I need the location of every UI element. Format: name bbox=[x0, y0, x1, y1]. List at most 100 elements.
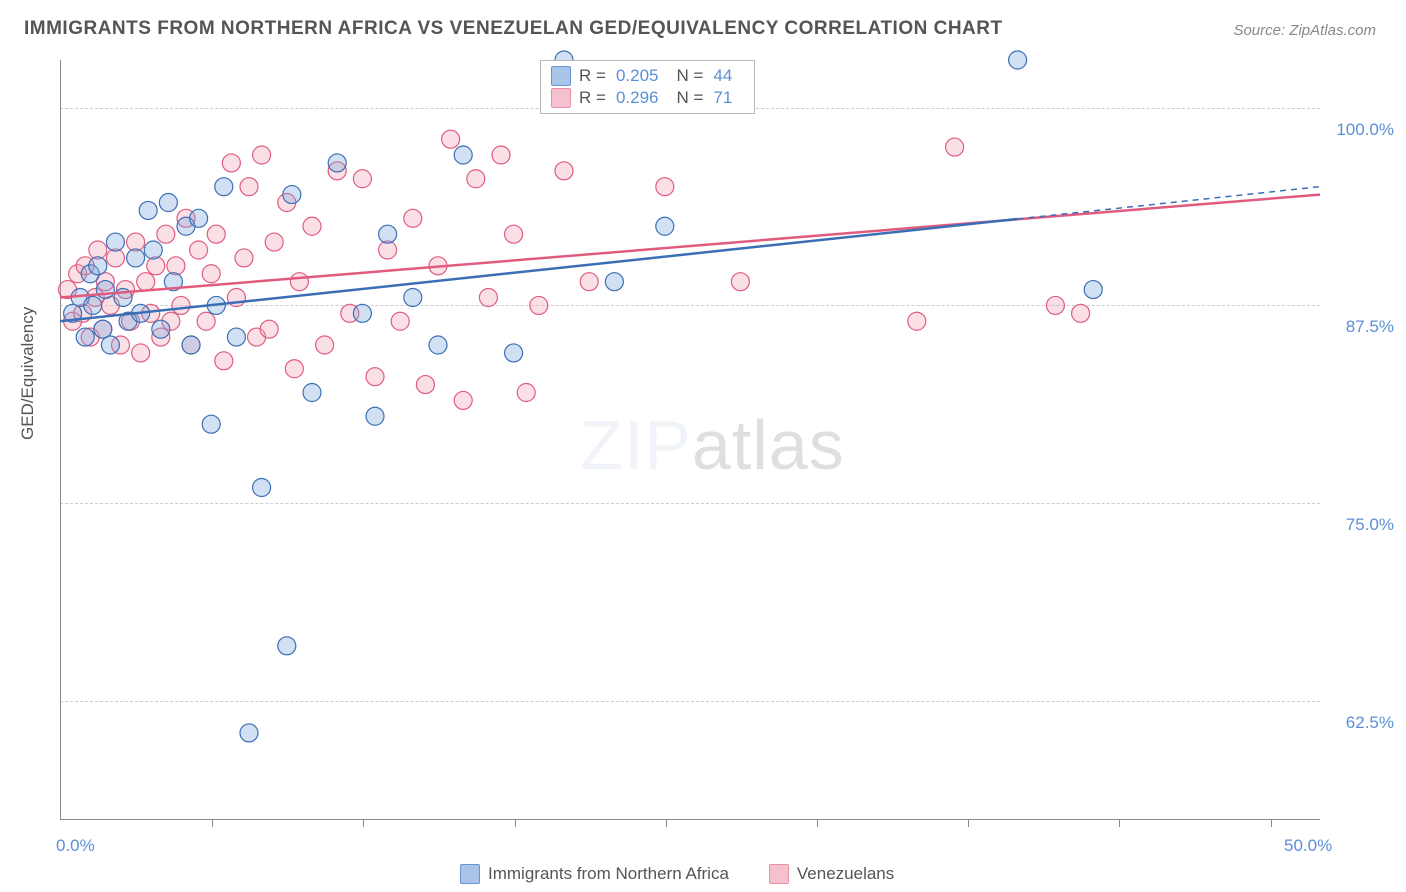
legend-swatch-icon bbox=[460, 864, 480, 884]
scatter-point bbox=[240, 724, 258, 742]
watermark-zip: ZIP bbox=[580, 406, 692, 484]
legend-swatch-northern-africa bbox=[551, 66, 571, 86]
scatter-point bbox=[467, 170, 485, 188]
scatter-point bbox=[303, 217, 321, 235]
scatter-point bbox=[404, 289, 422, 307]
scatter-point bbox=[227, 328, 245, 346]
r-label: R = bbox=[579, 87, 606, 109]
scatter-point bbox=[144, 241, 162, 259]
scatter-point bbox=[89, 257, 107, 275]
legend-swatch-venezuelans bbox=[551, 88, 571, 108]
x-tick-label: 50.0% bbox=[1284, 836, 1332, 856]
scatter-point bbox=[127, 249, 145, 267]
scatter-point bbox=[530, 296, 548, 314]
scatter-point bbox=[1084, 281, 1102, 299]
n-label: N = bbox=[676, 65, 703, 87]
y-tick-label: 62.5% bbox=[1346, 713, 1394, 733]
scatter-point bbox=[316, 336, 334, 354]
x-tick-mark bbox=[666, 819, 667, 827]
legend-swatch-icon bbox=[769, 864, 789, 884]
scatter-point bbox=[278, 637, 296, 655]
scatter-point bbox=[84, 296, 102, 314]
scatter-point bbox=[202, 265, 220, 283]
regression-line-northern-africa-dashed bbox=[1018, 187, 1320, 219]
scatter-point bbox=[505, 225, 523, 243]
scatter-point bbox=[1046, 296, 1064, 314]
scatter-point bbox=[106, 233, 124, 251]
scatter-point bbox=[215, 352, 233, 370]
scatter-point bbox=[1009, 51, 1027, 69]
scatter-point bbox=[366, 407, 384, 425]
scatter-point bbox=[159, 194, 177, 212]
x-tick-mark bbox=[968, 819, 969, 827]
scatter-point bbox=[1072, 304, 1090, 322]
scatter-point bbox=[147, 257, 165, 275]
scatter-point bbox=[207, 225, 225, 243]
scatter-point bbox=[555, 162, 573, 180]
scatter-point bbox=[253, 479, 271, 497]
scatter-point bbox=[605, 273, 623, 291]
regression-line-venezuelans bbox=[60, 195, 1320, 298]
scatter-point bbox=[222, 154, 240, 172]
scatter-point bbox=[454, 146, 472, 164]
scatter-point bbox=[479, 289, 497, 307]
chart-title: IMMIGRANTS FROM NORTHERN AFRICA VS VENEZ… bbox=[24, 18, 1003, 40]
legend-stats-row-2: R = 0.296 N = 71 bbox=[551, 87, 742, 109]
n-value-2: 71 bbox=[713, 87, 732, 109]
r-value-2: 0.296 bbox=[616, 87, 659, 109]
chart-container: IMMIGRANTS FROM NORTHERN AFRICA VS VENEZ… bbox=[0, 0, 1406, 892]
r-value-1: 0.205 bbox=[616, 65, 659, 87]
scatter-point bbox=[190, 241, 208, 259]
x-tick-mark bbox=[1119, 819, 1120, 827]
scatter-point bbox=[391, 312, 409, 330]
scatter-point bbox=[656, 178, 674, 196]
scatter-point bbox=[190, 209, 208, 227]
scatter-point bbox=[132, 344, 150, 362]
scatter-point bbox=[240, 178, 258, 196]
scatter-point bbox=[260, 320, 278, 338]
scatter-point bbox=[76, 328, 94, 346]
legend-series: Immigrants from Northern Africa Venezuel… bbox=[460, 864, 894, 884]
legend-item-northern-africa: Immigrants from Northern Africa bbox=[460, 864, 729, 884]
scatter-point bbox=[172, 296, 190, 314]
scatter-point bbox=[731, 273, 749, 291]
source-attribution: Source: ZipAtlas.com bbox=[1233, 22, 1376, 39]
scatter-point bbox=[442, 130, 460, 148]
watermark-atlas: atlas bbox=[692, 406, 845, 484]
scatter-point bbox=[303, 384, 321, 402]
scatter-point bbox=[215, 178, 233, 196]
legend-label: Venezuelans bbox=[797, 864, 894, 884]
scatter-point bbox=[167, 257, 185, 275]
scatter-point bbox=[517, 384, 535, 402]
scatter-point bbox=[182, 336, 200, 354]
legend-stats-row-1: R = 0.205 N = 44 bbox=[551, 65, 742, 87]
scatter-point bbox=[353, 304, 371, 322]
watermark: ZIPatlas bbox=[580, 405, 845, 485]
scatter-point bbox=[253, 146, 271, 164]
scatter-point bbox=[137, 273, 155, 291]
scatter-point bbox=[290, 273, 308, 291]
scatter-point bbox=[235, 249, 253, 267]
scatter-point bbox=[94, 320, 112, 338]
scatter-point bbox=[197, 312, 215, 330]
scatter-point bbox=[505, 344, 523, 362]
scatter-point bbox=[379, 225, 397, 243]
legend-label: Immigrants from Northern Africa bbox=[488, 864, 729, 884]
legend-stats-box: R = 0.205 N = 44 R = 0.296 N = 71 bbox=[540, 60, 755, 114]
scatter-point bbox=[152, 320, 170, 338]
scatter-point bbox=[416, 376, 434, 394]
y-tick-label: 100.0% bbox=[1336, 120, 1394, 140]
scatter-point bbox=[283, 186, 301, 204]
scatter-point bbox=[492, 146, 510, 164]
scatter-point bbox=[328, 154, 346, 172]
x-tick-mark bbox=[515, 819, 516, 827]
scatter-point bbox=[202, 415, 220, 433]
x-tick-mark bbox=[817, 819, 818, 827]
x-tick-mark bbox=[1271, 819, 1272, 827]
scatter-point bbox=[580, 273, 598, 291]
x-tick-label: 0.0% bbox=[56, 836, 95, 856]
scatter-point bbox=[101, 336, 119, 354]
y-tick-label: 75.0% bbox=[1346, 515, 1394, 535]
scatter-point bbox=[454, 391, 472, 409]
scatter-point bbox=[429, 336, 447, 354]
